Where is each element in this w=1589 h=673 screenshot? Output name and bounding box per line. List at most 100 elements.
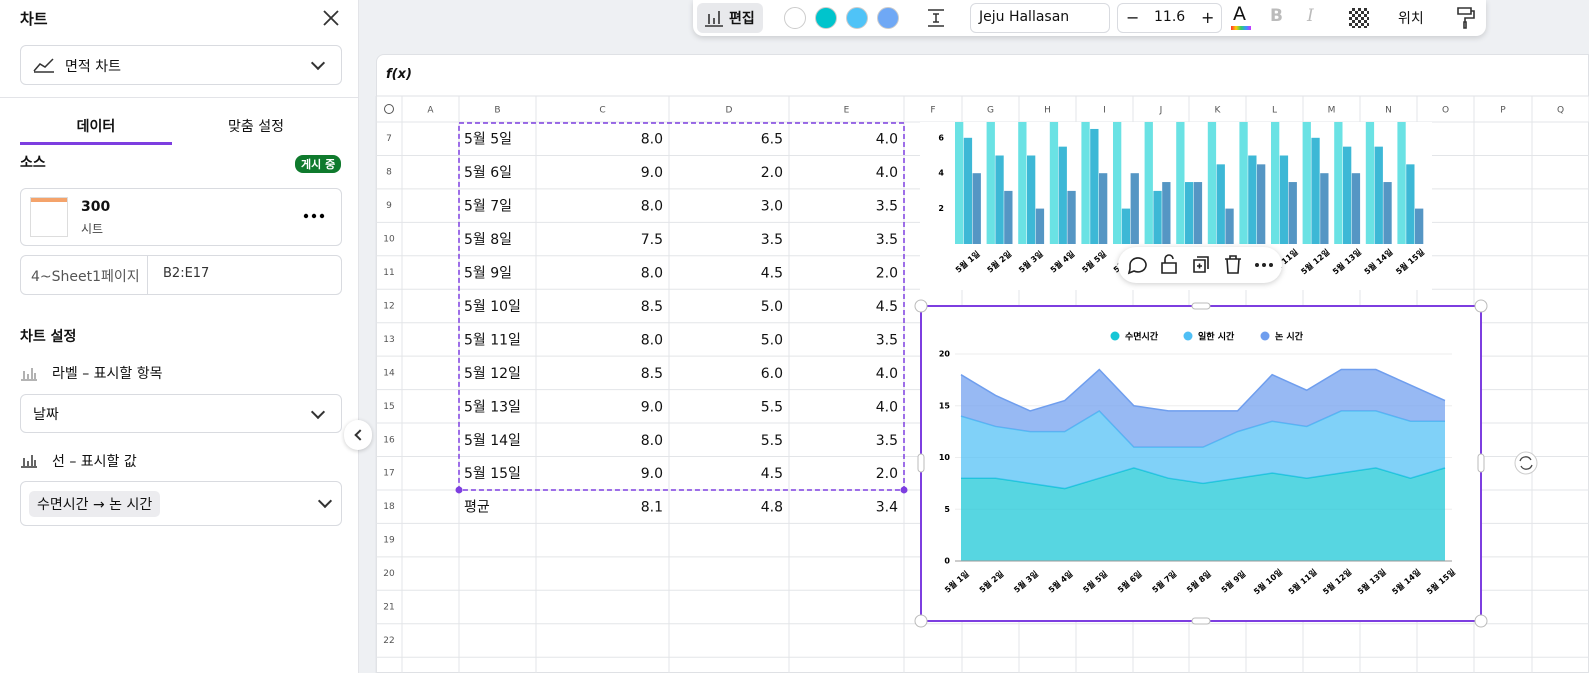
bar	[1288, 182, 1297, 244]
chart-panel: 차트 면적 차트 데이터 맞춤 설정 소스 게시 중 300 시트 4~Shee…	[0, 0, 359, 673]
bar	[1113, 122, 1122, 244]
series-heading: 선 – 표시할 값	[52, 454, 137, 470]
cell: 4.0	[876, 366, 898, 382]
area	[961, 369, 1445, 448]
color-swatch[interactable]	[877, 7, 899, 29]
row-number: 14	[383, 368, 395, 378]
bar	[1271, 122, 1280, 245]
font-size[interactable]: 11.6	[1154, 9, 1186, 25]
color-swatch[interactable]	[815, 7, 837, 29]
source-page[interactable]: 4~Sheet1페이지	[31, 269, 140, 285]
resize-handle	[914, 299, 928, 313]
bar	[1067, 190, 1076, 244]
row-number: 16	[383, 435, 395, 445]
font-box[interactable]: Jeju Hallasan	[970, 3, 1110, 33]
resize-handle	[1474, 299, 1488, 313]
cell: 3.4	[876, 500, 898, 516]
label-dropdown[interactable]: 날짜	[20, 394, 342, 433]
tab-custom[interactable]: 맞춤 설정	[228, 119, 284, 135]
cell: 8.0	[641, 433, 663, 449]
bar	[1406, 164, 1415, 244]
bar	[1334, 122, 1343, 244]
chart-type-dropdown[interactable]: 면적 차트	[20, 45, 342, 85]
resize-handle	[1191, 617, 1211, 625]
bar	[995, 155, 1004, 244]
area	[961, 467, 1445, 561]
bar	[1081, 122, 1090, 245]
y-tick-label: 10	[939, 453, 951, 462]
row-number: 8	[386, 168, 392, 178]
column-header: B	[494, 106, 500, 116]
cell: 4.8	[761, 500, 783, 516]
column-header: O	[1442, 106, 1449, 116]
legend-label: 수면시간	[1125, 331, 1159, 343]
cell: 2.0	[876, 466, 898, 482]
source-range[interactable]: B2:E17	[163, 266, 210, 281]
area-line	[960, 368, 1446, 412]
bold[interactable]: B	[1270, 6, 1283, 26]
cell: 8.0	[641, 199, 663, 215]
range-row: 4~Sheet1페이지 B2:E17	[20, 255, 342, 295]
text-color[interactable]: A	[1233, 3, 1246, 25]
row-number: 22	[383, 636, 394, 646]
size-minus[interactable]: −	[1126, 8, 1140, 27]
bar	[1365, 122, 1375, 245]
cell: 5월 5일	[464, 132, 512, 148]
cell: 5.0	[761, 332, 783, 348]
row-number: 11	[383, 268, 394, 278]
toolbar: 편집 Jeju Hallasan − 11.6 + A B I 위치	[693, 0, 1486, 36]
bar	[986, 122, 995, 245]
cell: 5월 11일	[464, 332, 521, 348]
delete-icon	[1225, 255, 1241, 274]
lock-icon	[1161, 254, 1177, 274]
cell: 3.5	[761, 232, 783, 248]
color-swatch[interactable]	[846, 7, 868, 29]
cell: 5.0	[761, 299, 783, 315]
collapse-button[interactable]	[344, 420, 372, 450]
source-card[interactable]: 300 시트	[20, 188, 342, 246]
bar	[1018, 122, 1027, 244]
settings-title: 차트 설정	[20, 329, 77, 345]
edit-button[interactable]: 편집	[729, 11, 755, 27]
resize-handle	[914, 614, 928, 628]
more-dot	[1255, 263, 1259, 267]
cell: 3.5	[876, 199, 898, 215]
position-button[interactable]: 위치	[1398, 11, 1424, 27]
italic[interactable]: I	[1307, 6, 1314, 26]
column-header: A	[427, 106, 434, 116]
bar	[1343, 146, 1352, 244]
y-tick-label: 15	[939, 401, 951, 410]
panel-title: 차트	[20, 10, 48, 28]
series-dropdown[interactable]: 수면시간 → 논 시간	[20, 481, 342, 526]
header-row	[377, 96, 1589, 122]
column-header: N	[1385, 106, 1392, 116]
column-header: K	[1215, 106, 1222, 116]
font-name: Jeju Hallasan	[979, 9, 1070, 25]
bar	[1144, 122, 1153, 245]
bar	[955, 122, 964, 245]
cell: 5월 14일	[464, 433, 521, 449]
cell: 5월 7일	[464, 199, 512, 215]
color-swatch[interactable]	[784, 7, 806, 29]
size-plus[interactable]: +	[1201, 8, 1215, 27]
cell: 9.0	[641, 466, 663, 482]
rotate-handle	[1514, 451, 1538, 475]
cell: 8.0	[641, 132, 663, 148]
cell: 7.5	[641, 232, 663, 248]
bar	[1027, 155, 1036, 244]
cell: 5월 9일	[464, 266, 512, 282]
close-button[interactable]	[322, 9, 340, 27]
transparency[interactable]	[1349, 8, 1369, 28]
column-header: L	[1272, 106, 1277, 116]
tab-data[interactable]: 데이터	[76, 119, 116, 135]
cell: 5.5	[761, 399, 783, 415]
cell: 3.5	[876, 232, 898, 248]
bar	[1397, 122, 1406, 244]
row-number: 21	[383, 603, 394, 613]
column-header: J	[1159, 106, 1163, 116]
size-box: − 11.6 +	[1117, 3, 1222, 33]
bar	[1035, 208, 1045, 244]
y-tick-label: 5	[944, 505, 950, 514]
legend-marker	[1183, 331, 1193, 341]
bar	[1374, 146, 1383, 244]
